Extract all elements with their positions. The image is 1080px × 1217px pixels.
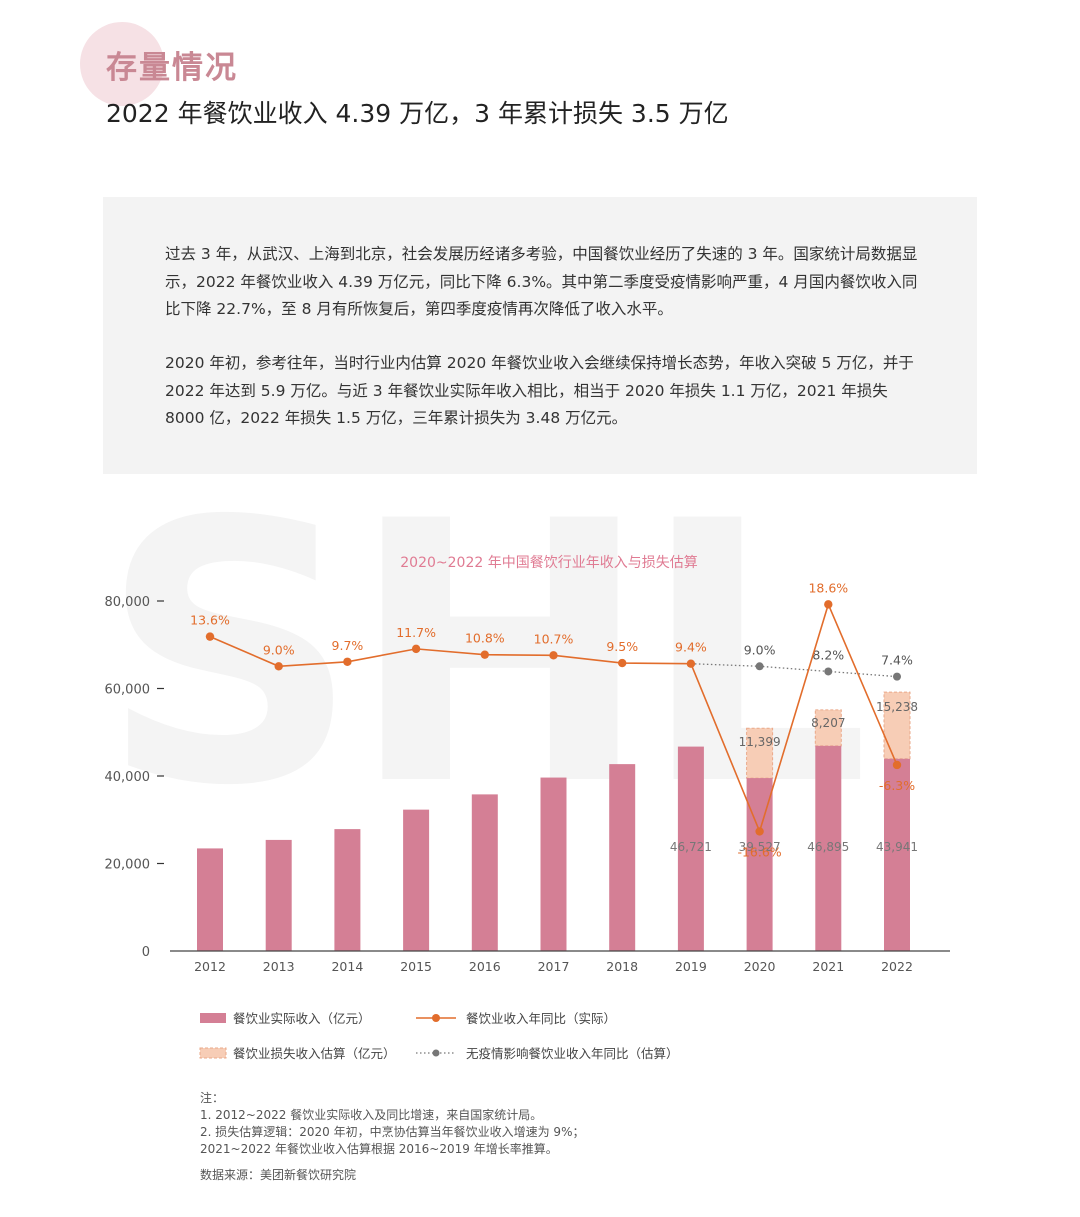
estimate-line — [690, 663, 898, 678]
x-tick-label: 2020 — [744, 959, 776, 974]
revenue-bar — [609, 764, 636, 951]
legend-label: 无疫情影响餐饮业收入年同比（估算） — [466, 1046, 679, 1061]
bar-data-label: 46,895 — [807, 840, 849, 854]
y-tick-label: 20,000 — [105, 858, 151, 873]
loss-bar — [814, 709, 842, 747]
legend-label: 餐饮业损失收入估算（亿元） — [233, 1046, 396, 1061]
loss-data-label: 8,207 — [811, 716, 845, 730]
estimate-point — [755, 662, 764, 671]
loss-data-label: 15,238 — [876, 700, 918, 714]
loss-bar — [746, 727, 774, 779]
yoy-point — [755, 827, 764, 836]
bar-data-label: 39,527 — [739, 840, 781, 854]
yoy-label: 10.8% — [465, 631, 505, 646]
revenue-bar — [403, 809, 430, 951]
notes-line-1: 1. 2012~2022 餐饮业实际收入及同比增速，来自国家统计局。 — [200, 1108, 543, 1122]
revenue-bar — [815, 745, 842, 951]
y-tick-label: 60,000 — [105, 683, 151, 698]
data-source: 数据来源：美团新餐饮研究院 — [200, 1168, 357, 1182]
x-tick-label: 2014 — [331, 959, 363, 974]
notes-heading: 注： — [200, 1091, 225, 1105]
yoy-point — [274, 662, 283, 671]
x-tick-label: 2013 — [263, 959, 295, 974]
estimate-label: 8.2% — [812, 647, 844, 662]
y-tick-label: 40,000 — [105, 770, 151, 785]
legend-label: 餐饮业实际收入（亿元） — [233, 1011, 371, 1026]
y-tick-label: 0 — [142, 945, 150, 960]
intro-paragraph-1: 过去 3 年，从武汉、上海到北京，社会发展历经诸多考验，中国餐饮业经历了失速的 … — [165, 245, 918, 318]
yoy-label: 10.7% — [534, 631, 574, 646]
yoy-label: -6.3% — [879, 778, 915, 793]
x-tick-label: 2012 — [194, 959, 226, 974]
x-tick-label: 2017 — [538, 959, 570, 974]
legend-swatch-revenue — [200, 1013, 226, 1023]
bar-data-label: 43,941 — [876, 840, 918, 854]
legend-swatch-yoy-dot — [432, 1014, 440, 1022]
revenue-bar — [677, 746, 704, 951]
y-tick-label: 80,000 — [105, 595, 151, 610]
revenue-bar — [265, 839, 292, 951]
estimate-point — [893, 672, 901, 681]
x-tick-label: 2018 — [606, 959, 638, 974]
yoy-label: -16.6% — [737, 844, 781, 859]
estimate-point — [824, 667, 833, 676]
yoy-point — [480, 650, 489, 659]
yoy-point — [892, 760, 902, 770]
chart-notes: 注： 1. 2012~2022 餐饮业实际收入及同比增速，来自国家统计局。 2.… — [200, 1090, 584, 1184]
page-headline: 2022 年餐饮业收入 4.39 万亿，3 年累计损失 3.5 万亿 — [106, 99, 729, 128]
yoy-label: 18.6% — [808, 580, 848, 595]
revenue-bar — [884, 758, 910, 951]
revenue-bar — [197, 848, 223, 951]
yoy-point — [343, 657, 352, 666]
revenue-bar — [540, 777, 567, 951]
section-title: 存量情况 — [106, 50, 238, 86]
notes-line-3: 2021~2022 年餐饮业收入估算根据 2016~2019 年增长率推算。 — [200, 1142, 558, 1156]
chart-title: 2020~2022 年中国餐饮行业年收入与损失估算 — [400, 555, 697, 571]
notes-line-2: 2. 损失估算逻辑：2020 年初，中烹协估算当年餐饮业收入增速为 9%； — [200, 1125, 585, 1139]
yoy-label: 9.4% — [675, 640, 707, 655]
yoy-label: 9.0% — [263, 642, 295, 657]
x-tick-label: 2022 — [881, 959, 913, 974]
yoy-point — [686, 659, 696, 668]
legend-label: 餐饮业收入年同比（实际） — [466, 1011, 616, 1026]
yoy-label: 11.7% — [396, 625, 436, 640]
yoy-point — [205, 632, 215, 641]
yoy-label: 13.6% — [190, 613, 230, 628]
x-tick-label: 2019 — [675, 959, 707, 974]
intro-box: 过去 3 年，从武汉、上海到北京，社会发展历经诸多考验，中国餐饮业经历了失速的 … — [103, 197, 977, 474]
x-tick-label: 2021 — [812, 959, 844, 974]
yoy-label: 9.7% — [332, 638, 364, 653]
legend-swatch-estimate-dot — [432, 1049, 440, 1057]
revenue-bar — [471, 794, 498, 951]
legend-swatch-loss — [199, 1047, 227, 1059]
revenue-bar — [746, 778, 773, 951]
x-tick-label: 2016 — [469, 959, 501, 974]
estimate-label: 7.4% — [881, 653, 913, 668]
yoy-point — [618, 658, 627, 668]
yoy-label: 9.5% — [606, 639, 638, 654]
yoy-point — [824, 600, 833, 609]
estimate-label: 9.0% — [744, 642, 776, 657]
intro-paragraph-2: 2020 年初，参考往年，当时行业内估算 2020 年餐饮业收入会继续保持增长态… — [165, 354, 914, 427]
x-tick-label: 2015 — [400, 959, 432, 974]
revenue-bar — [334, 829, 361, 951]
loss-data-label: 11,399 — [739, 735, 781, 749]
yoy-point — [411, 644, 421, 654]
bar-data-label: 46,721 — [670, 840, 712, 854]
yoy-point — [549, 651, 558, 660]
title-decoration — [80, 22, 164, 106]
revenue-chart: 2020~2022 年中国餐饮行业年收入与损失估算 0 20,000 40,000 60… — [105, 555, 950, 1061]
